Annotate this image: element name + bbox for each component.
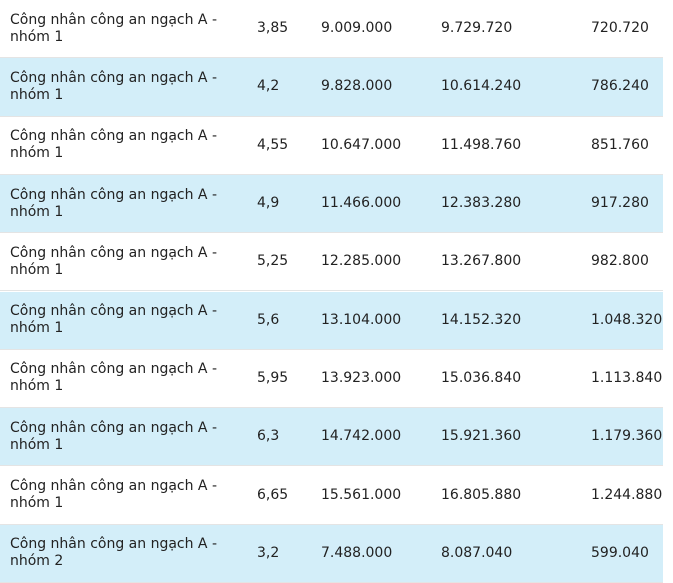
table-cell: 15.921.360 [441,428,522,445]
table-cell: 7.488.000 [321,544,393,561]
position-name: Công nhân công an ngạch A - nhóm 1 [10,69,218,103]
table-cell: 9.009.000 [321,20,393,37]
table-row: Công nhân công an ngạch A - nhóm 2 3,2 7.4… [0,524,663,583]
position-name: Công nhân công an ngạch A - nhóm 1 [10,244,218,278]
table-cell: 720.720 [591,20,649,37]
table-cell: 1.048.320 [591,311,663,328]
position-name: Công nhân công an ngạch A - nhóm 1 [10,128,218,162]
table-row: Công nhân công an ngạch A - nhóm 1 5,95 13… [0,350,663,409]
table-cell: 4,55 [257,136,289,153]
table-cell: 599.040 [591,544,649,561]
table-row: Công nhân công an ngạch A - nhóm 1 4,9 11.… [0,174,663,234]
table-cell: 4,2 [257,78,280,95]
table-row: Công nhân công an ngạch A - nhóm 1 6,3 14.… [0,408,663,467]
table-row: Công nhân công an ngạch A - nhóm 1 4,2 9.8… [0,58,663,117]
position-name: Công nhân công an ngạch A - nhóm 2 [10,536,218,570]
table-cell: 14.742.000 [321,428,402,445]
table-cell: 786.240 [591,78,649,95]
table-cell: 11.498.760 [441,136,522,153]
table-cell: 15.036.840 [441,369,522,386]
table-cell: 8.087.040 [441,544,513,561]
position-name: Công nhân công an ngạch A - nhóm 1 [10,186,218,220]
table-cell: 1.244.880 [591,486,663,503]
table-cell: 10.647.000 [321,136,402,153]
position-name: Công nhân công an ngạch A - nhóm 1 [10,11,218,45]
table-cell: 12.285.000 [321,253,402,270]
table-cell: 15.561.000 [321,486,402,503]
table-cell: 917.280 [591,195,649,212]
table-row: Công nhân công an ngạch A - nhóm 1 6,65 15… [0,466,663,525]
table-cell: 5,95 [257,369,289,386]
table-row: Công nhân công an ngạch A - nhóm 1 3,85 9.… [0,0,663,59]
position-name: Công nhân công an ngạch A - nhóm 1 [10,419,218,453]
table-cell: 9.729.720 [441,20,513,37]
table-cell: 1.113.840 [591,369,663,386]
table-cell: 1.179.360 [591,428,663,445]
table-cell: 3,85 [257,20,289,37]
position-name: Công nhân công an ngạch A - nhóm 1 [10,478,218,512]
table-cell: 10.614.240 [441,78,522,95]
table-cell: 6,3 [257,428,280,445]
table-cell: 12.383.280 [441,195,522,212]
table-cell: 16.805.880 [441,486,522,503]
table-cell: 13.267.800 [441,253,522,270]
table-cell: 14.152.320 [441,311,522,328]
table-cell: 982.800 [591,253,649,270]
table-cell: 13.104.000 [321,311,402,328]
table-cell: 9.828.000 [321,78,393,95]
table-row: Công nhân công an ngạch A - nhóm 1 4,55 10… [0,117,663,175]
table-cell: 4,9 [257,195,280,212]
table-cell: 11.466.000 [321,195,402,212]
table-row: Công nhân công an ngạch A - nhóm 1 5,25 12… [0,233,663,292]
table-cell: 5,6 [257,311,280,328]
position-name: Công nhân công an ngạch A - nhóm 1 [10,303,218,337]
table-cell: 851.760 [591,136,649,153]
table-cell: 3,2 [257,544,280,561]
table-cell: 13.923.000 [321,369,402,386]
position-name: Công nhân công an ngạch A - nhóm 1 [10,361,218,395]
table-cell: 6,65 [257,486,289,503]
table-cell: 5,25 [257,253,289,270]
table-row: Công nhân công an ngạch A - nhóm 1 5,6 13.… [0,291,663,350]
